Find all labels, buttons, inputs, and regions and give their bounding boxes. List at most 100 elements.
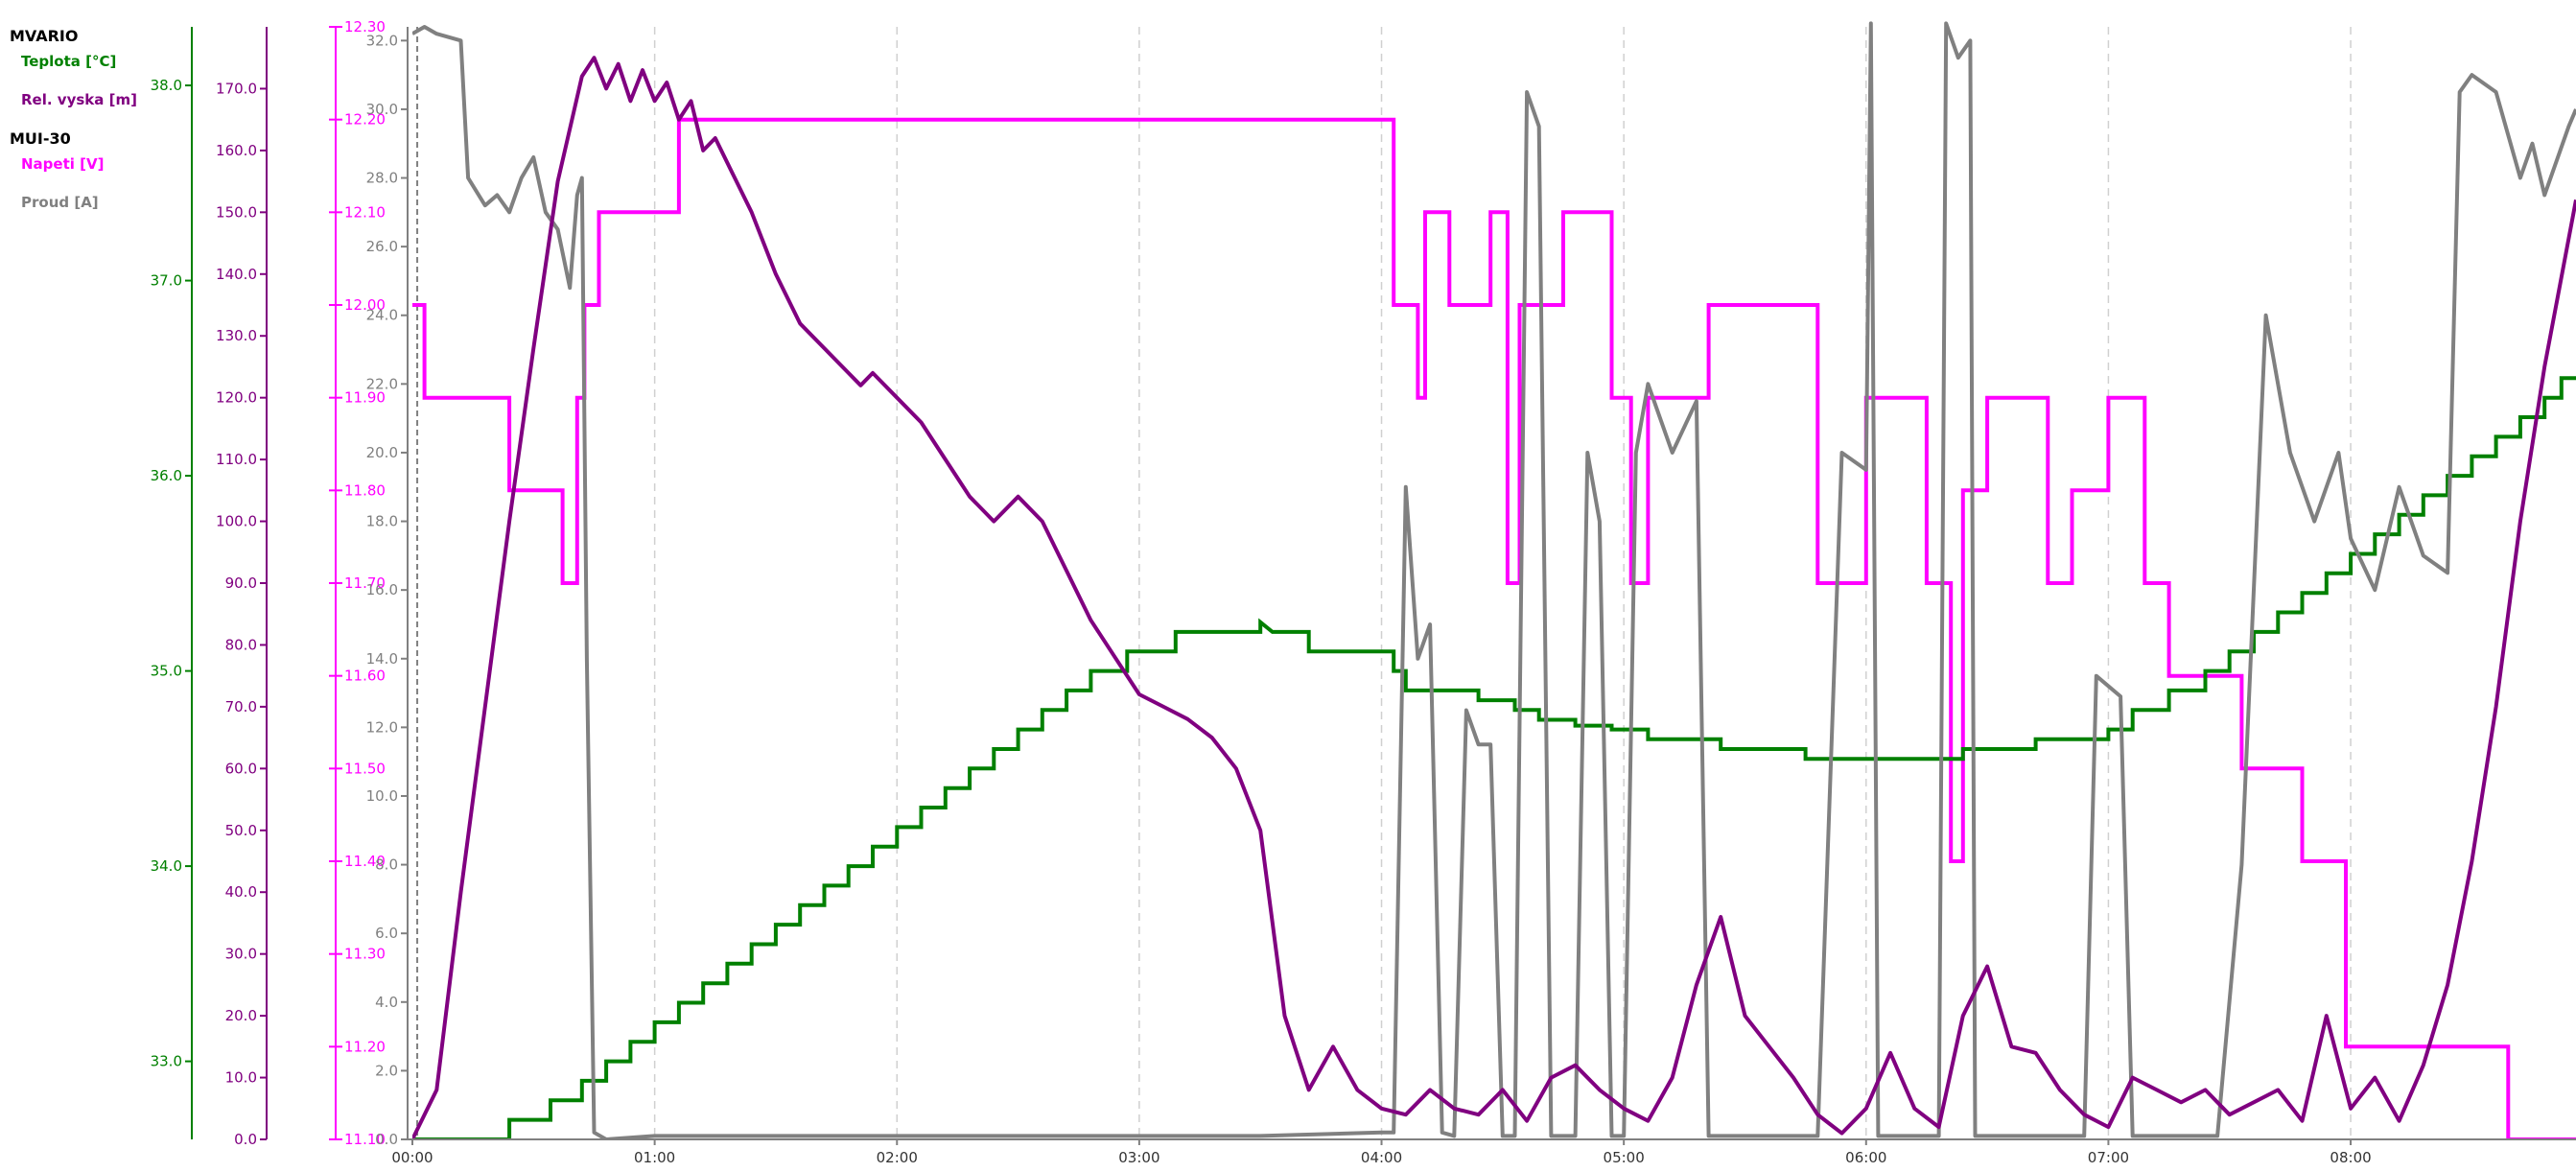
voltage-axis: 11.10 11.20 11.30 11.40 11.50 11.60 11.70 11.80… [329, 18, 386, 1148]
altitude-tick: 170.0 [216, 80, 267, 97]
current-tick: 32.0 [366, 32, 408, 49]
altitude-tick: 30.0 [225, 946, 267, 963]
series-line-temperature[interactable] [412, 376, 2576, 1139]
x-tick-label: 02:00 [877, 1149, 918, 1166]
current-tick-label: 30.0 [366, 101, 398, 118]
current-tick-label: 32.0 [366, 32, 398, 49]
altitude-tick: 90.0 [225, 574, 267, 592]
current-axis: 0.0 2.0 4.0 6.0 8.0 10.0 12.0 14.0 16.0 18.0 20.0 2… [366, 27, 409, 1148]
voltage-tick-label: 11.80 [344, 481, 386, 499]
legend-group-title: MUI-30 [10, 129, 71, 148]
temperature-tick: 36.0 [151, 467, 192, 484]
current-tick-label: 22.0 [366, 375, 398, 392]
altitude-tick-label: 110.0 [216, 451, 257, 468]
voltage-tick-label: 12.00 [344, 296, 386, 314]
temperature-tick-label: 35.0 [151, 663, 182, 680]
legend-item[interactable]: Napeti [V] [21, 155, 105, 173]
x-tick-label: 04:00 [1361, 1149, 1402, 1166]
legend-item[interactable]: Rel. vyska [m] [21, 91, 137, 108]
altitude-tick-label: 140.0 [216, 266, 257, 283]
altitude-tick: 40.0 [225, 883, 267, 901]
voltage-tick-label: 11.10 [344, 1131, 386, 1148]
current-tick-label: 26.0 [366, 238, 398, 255]
series-line-voltage[interactable] [412, 117, 2576, 1139]
current-tick-label: 10.0 [366, 787, 398, 805]
legend-group-title: MVARIO [10, 27, 79, 45]
voltage-tick-label: 12.20 [344, 111, 386, 129]
legend-item[interactable]: Proud [A] [21, 194, 99, 211]
x-tick: 08:00 [2330, 1139, 2372, 1166]
current-tick: 14.0 [366, 650, 408, 668]
current-tick: 6.0 [375, 925, 408, 942]
voltage-tick: 11.20 [329, 1038, 386, 1055]
x-tick-label: 05:00 [1604, 1149, 1645, 1166]
x-tick: 00:00 [391, 1139, 433, 1166]
voltage-tick: 11.10 [329, 1131, 386, 1148]
x-tick: 01:00 [634, 1139, 675, 1166]
current-tick: 16.0 [366, 581, 408, 598]
voltage-tick-label: 11.20 [344, 1038, 386, 1055]
altitude-tick-label: 0.0 [234, 1131, 257, 1148]
current-tick-label: 6.0 [375, 925, 398, 942]
current-tick: 8.0 [375, 856, 408, 874]
temperature-tick: 34.0 [151, 857, 192, 875]
current-tick-label: 8.0 [375, 856, 398, 874]
altitude-tick: 20.0 [225, 1007, 267, 1024]
legend: MVARIO Teplota [°C] Rel. vyska [m] MUI-30 Na… [10, 27, 153, 232]
temperature-tick: 35.0 [151, 663, 192, 680]
x-tick: 05:00 [1604, 1139, 1645, 1166]
altitude-tick: 70.0 [225, 698, 267, 715]
altitude-tick: 120.0 [216, 389, 267, 407]
x-tick-label: 03:00 [1118, 1149, 1159, 1166]
x-tick-label: 00:00 [391, 1149, 433, 1166]
axes-layer: 33.0 34.0 35.0 36.0 37.0 38.0 0.0 10.0 20.0 30.0 4… [151, 18, 409, 1148]
series-layer [412, 21, 2576, 1139]
current-tick-label: 20.0 [366, 444, 398, 461]
altitude-tick: 50.0 [225, 822, 267, 839]
altitude-tick-label: 120.0 [216, 389, 257, 407]
current-tick-label: 14.0 [366, 650, 398, 668]
altitude-tick: 160.0 [216, 142, 267, 159]
temperature-tick-label: 37.0 [151, 272, 182, 290]
x-tick: 02:00 [877, 1139, 918, 1166]
voltage-tick-label: 11.40 [344, 853, 386, 870]
current-tick: 2.0 [375, 1062, 408, 1079]
altitude-tick: 80.0 [225, 636, 267, 653]
altitude-tick-label: 10.0 [225, 1069, 257, 1087]
voltage-tick: 11.70 [329, 574, 386, 592]
altitude-tick-label: 80.0 [225, 636, 257, 653]
altitude-tick: 10.0 [225, 1069, 267, 1087]
altitude-tick-label: 150.0 [216, 203, 257, 221]
voltage-tick-label: 11.30 [344, 946, 386, 963]
current-tick: 22.0 [366, 375, 408, 392]
altitude-tick: 100.0 [216, 513, 267, 530]
voltage-tick: 11.30 [329, 946, 386, 963]
current-tick: 12.0 [366, 718, 408, 736]
voltage-tick: 12.00 [329, 296, 386, 314]
legend-group: MUI-30 Napeti [V] Proud [A] [10, 129, 153, 211]
altitude-tick: 150.0 [216, 203, 267, 221]
series-line-current[interactable] [412, 21, 2576, 1139]
current-tick: 20.0 [366, 444, 408, 461]
altitude-tick-label: 30.0 [225, 946, 257, 963]
altitude-tick: 110.0 [216, 451, 267, 468]
voltage-tick: 11.80 [329, 481, 386, 499]
altitude-tick-label: 170.0 [216, 80, 257, 97]
x-tick: 07:00 [2088, 1139, 2129, 1166]
temperature-tick-label: 36.0 [151, 467, 182, 484]
altitude-tick-label: 20.0 [225, 1007, 257, 1024]
legend-item[interactable]: Teplota [°C] [21, 53, 117, 70]
altitude-tick-label: 40.0 [225, 883, 257, 901]
voltage-tick-label: 11.50 [344, 760, 386, 777]
x-tick-label: 06:00 [1845, 1149, 1886, 1166]
voltage-tick: 12.30 [329, 18, 386, 35]
current-tick-label: 28.0 [366, 170, 398, 187]
current-tick: 26.0 [366, 238, 408, 255]
altitude-tick-label: 100.0 [216, 513, 257, 530]
temperature-tick: 38.0 [151, 77, 192, 94]
current-tick-label: 12.0 [366, 718, 398, 736]
voltage-tick-label: 11.90 [344, 389, 386, 407]
current-tick: 0.0 [375, 1131, 408, 1148]
current-tick: 30.0 [366, 101, 408, 118]
series-line-altitude[interactable] [412, 56, 2576, 1139]
